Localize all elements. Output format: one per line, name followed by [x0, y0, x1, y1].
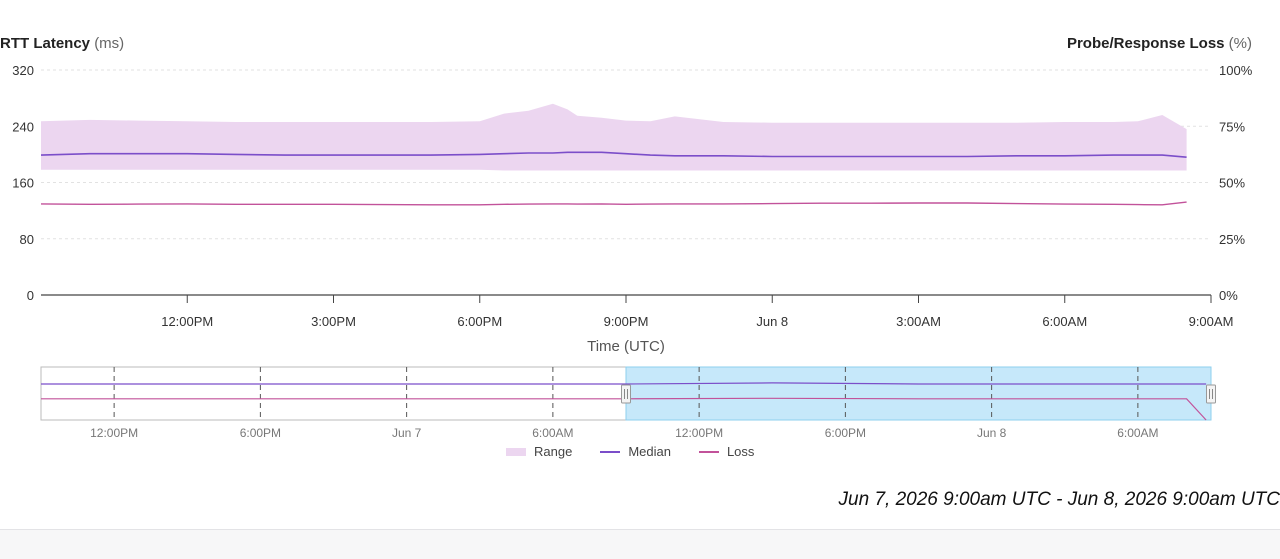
- navigator-tick-label: 12:00PM: [90, 426, 138, 440]
- x-tick-label: 9:00AM: [1189, 314, 1234, 329]
- navigator-tick-label: 6:00AM: [1117, 426, 1158, 440]
- x-tick-label: 6:00AM: [1042, 314, 1087, 329]
- footer-bar: [0, 529, 1280, 559]
- median-line: [40, 151, 1187, 158]
- handle-box: [1206, 384, 1216, 404]
- loss-swatch: [698, 450, 719, 453]
- navigator-tick-label: 6:00PM: [240, 426, 281, 440]
- legend-label-median: Median: [628, 444, 671, 459]
- right-tick-label: 50%: [1219, 176, 1245, 191]
- x-axis-title: Time (UTC): [587, 338, 665, 355]
- navigator-tick-label: 6:00AM: [532, 426, 573, 440]
- left-tick-label: 160: [12, 176, 34, 191]
- navigator-median-line: [41, 382, 1207, 385]
- x-tick-label: 3:00AM: [896, 314, 941, 329]
- legend-item-median[interactable]: Median: [600, 444, 671, 459]
- left-axis-title-main: RTT Latency: [0, 35, 91, 52]
- x-tick-label: Jun 8: [756, 314, 788, 329]
- rtt-latency-chart[interactable]: 0 0% 80 25% 160 50% 240 75% 320 100% 12:00PM 3:00PM…: [0, 0, 1280, 360]
- range-band: [41, 103, 1187, 171]
- left-tick-label: 320: [12, 63, 34, 78]
- navigator-tick-label: 12:00PM: [675, 426, 723, 440]
- legend-item-range[interactable]: Range: [506, 444, 572, 459]
- left-axis-title-unit: (ms): [94, 35, 125, 52]
- navigator-tick-label: Jun 7: [392, 426, 422, 440]
- right-axis-title-main: Probe/Response Loss: [1066, 35, 1225, 52]
- right-tick-label: 100%: [1219, 63, 1253, 78]
- navigator-selection: [625, 366, 1212, 421]
- right-axis-title: Probe/Response Loss (%): [1067, 35, 1252, 52]
- right-tick-label: 25%: [1219, 232, 1245, 247]
- x-tick-label: 6:00PM: [457, 314, 502, 329]
- date-range-label: Jun 7, 2026 9:00am UTC - Jun 8, 2026 9:0…: [838, 489, 1280, 510]
- navigator-tick-label: Jun 8: [977, 426, 1007, 440]
- navigator-left-handle[interactable]: [621, 384, 631, 404]
- navigator-right-handle[interactable]: [1206, 384, 1216, 404]
- right-tick-label: 75%: [1219, 119, 1245, 134]
- x-tick-label: 3:00PM: [311, 314, 356, 329]
- navigator-loss-line: [41, 397, 1207, 421]
- right-tick-label: 0%: [1219, 288, 1238, 303]
- legend-label-loss: Loss: [726, 444, 755, 459]
- handle-box: [621, 384, 631, 404]
- left-axis-title: RTT Latency (ms): [0, 35, 124, 52]
- chart-legend: Range Median Loss: [506, 444, 754, 459]
- left-tick-label: 80: [20, 232, 34, 247]
- left-tick-label: 240: [12, 119, 34, 134]
- right-axis-title-unit: (%): [1228, 35, 1252, 52]
- range-swatch: [506, 447, 526, 456]
- navigator-tick-label: 6:00PM: [825, 426, 866, 440]
- left-tick-label: 0: [27, 288, 34, 303]
- x-tick-label: 12:00PM: [161, 314, 213, 329]
- legend-label-range: Range: [534, 444, 573, 459]
- x-tick-label: 9:00PM: [604, 314, 649, 329]
- time-range-navigator[interactable]: 12:00PM 6:00PM Jun 7 6:00AM 12:00PM 6:00PM Jun…: [0, 355, 1280, 445]
- loss-line: [40, 201, 1187, 206]
- legend-item-loss[interactable]: Loss: [698, 444, 755, 459]
- median-swatch: [600, 450, 621, 453]
